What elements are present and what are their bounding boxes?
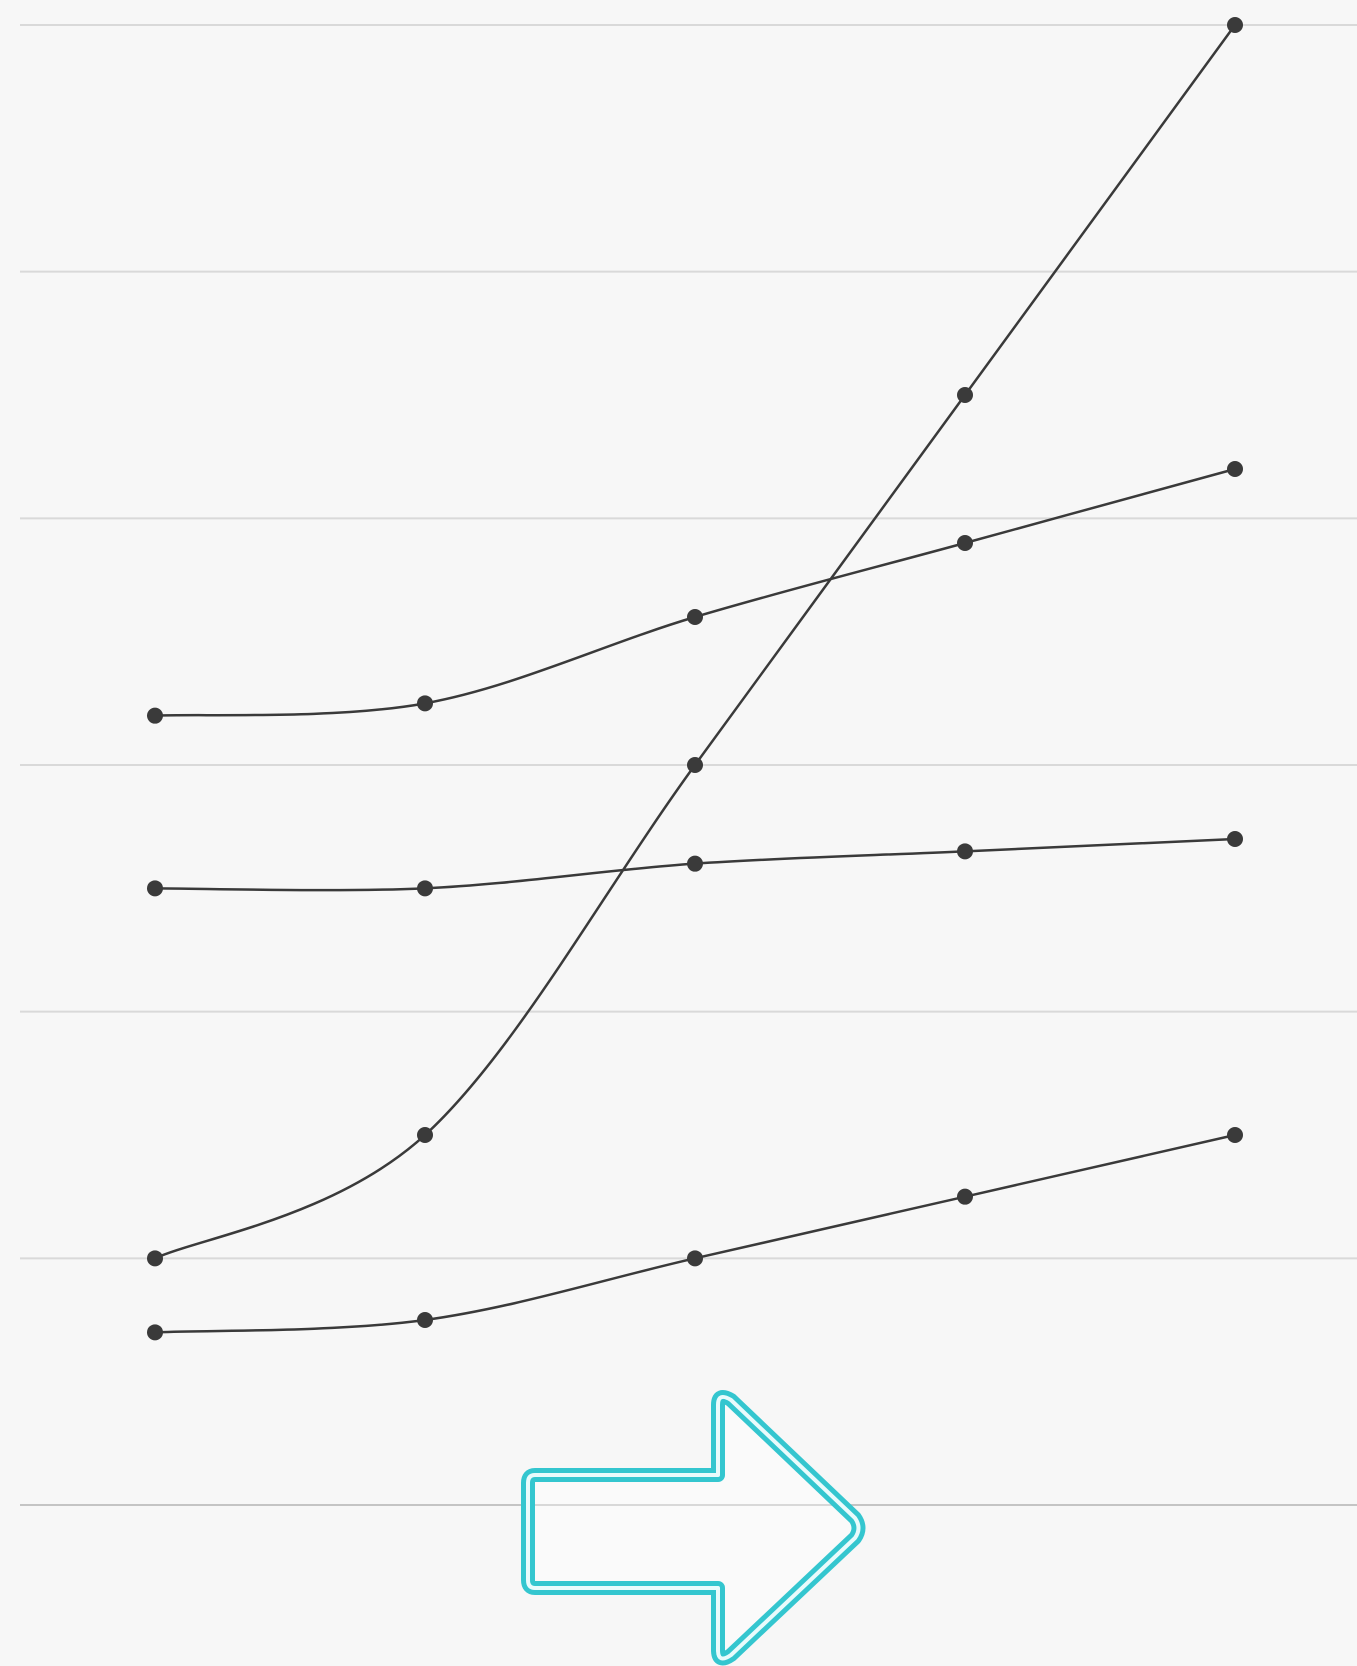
arrow-right-icon[interactable]: [521, 1390, 866, 1666]
series-lines: [154, 24, 1237, 1334]
data-point-s2-5: [1227, 831, 1243, 847]
series-line-3: [154, 24, 1237, 1260]
data-point-s4-3: [687, 1250, 703, 1267]
data-point-s4-1: [147, 1324, 163, 1341]
arrow-outline: [521, 1390, 866, 1666]
data-point-s3-3: [687, 757, 703, 773]
data-point-s4-4: [957, 1188, 973, 1205]
data-point-s1-4: [957, 535, 973, 551]
data-points: [147, 17, 1243, 1341]
data-point-s2-3: [687, 855, 703, 872]
arrow-inner-outline: [526, 1394, 861, 1661]
data-point-s2-4: [957, 843, 973, 860]
series-line-4: [154, 1133, 1236, 1334]
data-point-s1-5: [1227, 461, 1243, 477]
data-point-s3-5: [1227, 17, 1243, 33]
data-point-s2-1: [147, 880, 163, 897]
data-point-s1-3: [687, 609, 703, 625]
data-point-s1-1: [147, 707, 163, 724]
data-point-s1-2: [417, 695, 433, 712]
data-point-s4-2: [417, 1312, 433, 1328]
data-point-s3-1: [147, 1250, 163, 1267]
data-point-s2-2: [417, 880, 433, 897]
grid-lines: [20, 24, 1357, 1506]
series-line-1: [154, 467, 1236, 717]
data-point-s3-4: [957, 387, 973, 403]
data-point-s4-5: [1227, 1127, 1243, 1143]
data-point-s3-2: [417, 1127, 433, 1143]
